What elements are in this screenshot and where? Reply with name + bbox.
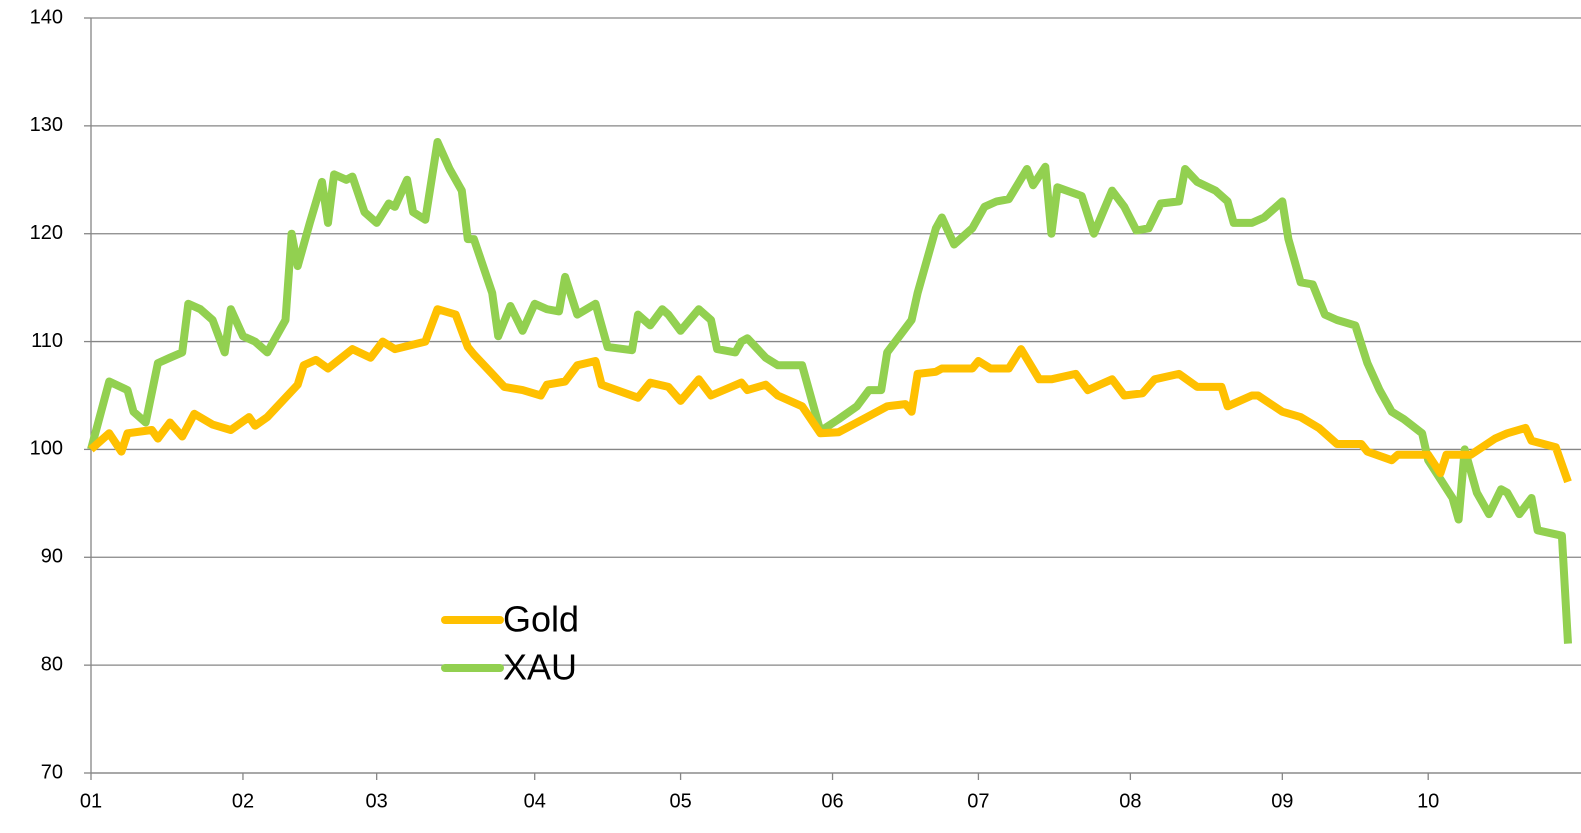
x-tick-label: 03 [366,790,388,812]
y-tick-label: 100 [30,438,63,460]
series-line [88,305,1572,484]
x-tick-label: 01 [80,790,102,812]
x-tick-label: 06 [821,790,843,812]
x-tick-label: 05 [669,790,691,812]
x-tick-label: 08 [1119,790,1141,812]
x-tick-label: 10 [1417,790,1439,812]
x-tick-label: 02 [232,790,254,812]
series-line [87,138,1572,644]
x-tick-label: 04 [524,790,546,812]
y-tick-label: 90 [41,546,63,568]
legend-label: XAU [503,647,577,688]
y-tick-label: 80 [41,653,63,675]
y-tick-label: 140 [30,6,63,28]
y-tick-label: 70 [41,761,63,783]
y-tick-label: 110 [31,330,63,352]
x-tick-label: 09 [1271,790,1293,812]
x-tick-label: 07 [967,790,989,812]
legend-label: Gold [503,599,579,640]
y-tick-label: 120 [30,222,63,244]
y-tick-label: 130 [30,114,63,136]
